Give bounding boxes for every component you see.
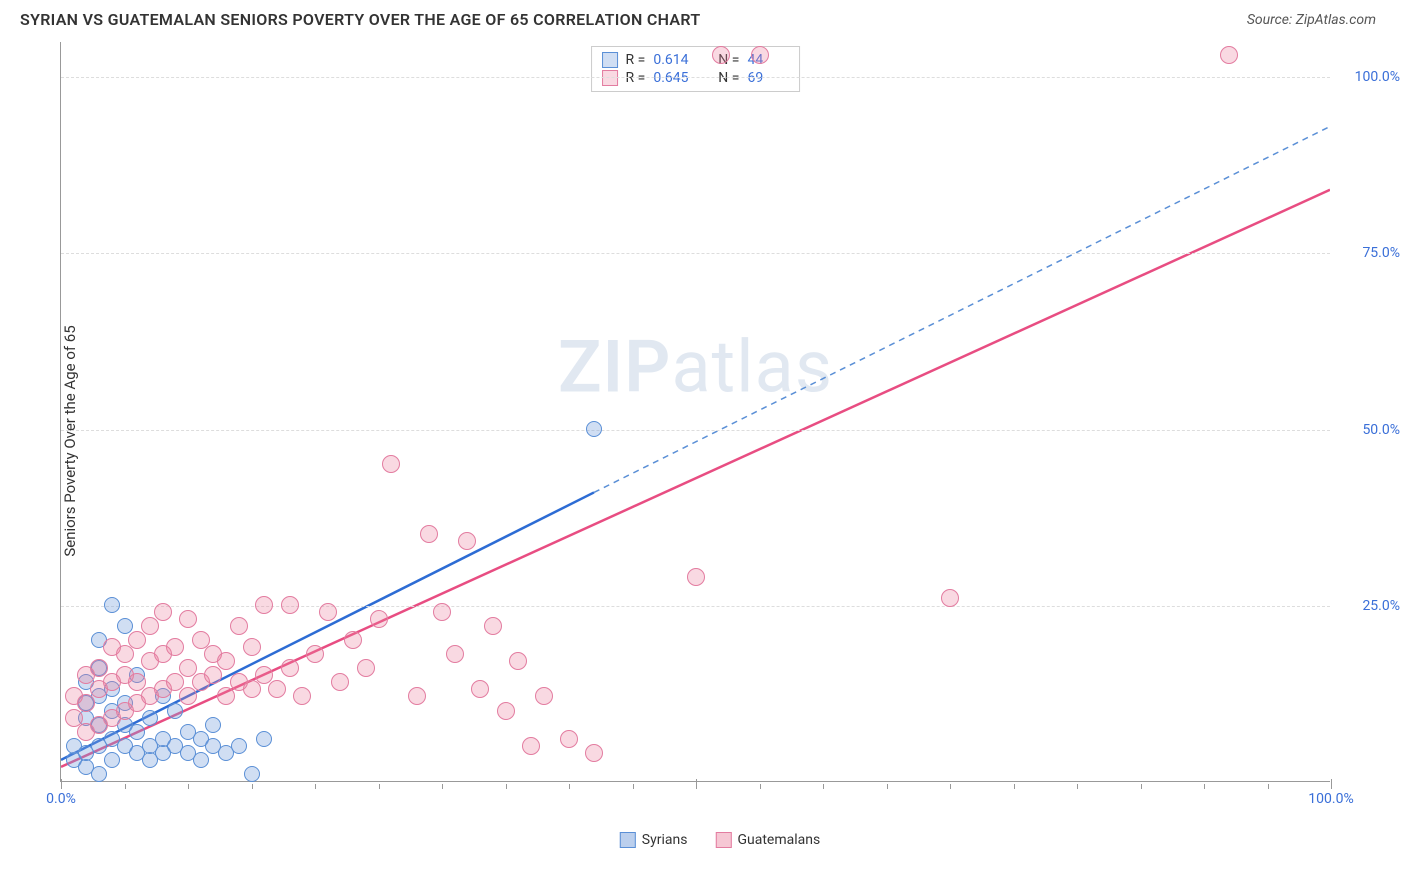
x-tick — [1141, 784, 1142, 789]
gridline — [61, 253, 1330, 254]
plot-area: ZIPatlas R = 0.614 N = 44R = 0.645 N = 6… — [60, 42, 1330, 782]
watermark: ZIPatlas — [558, 325, 833, 410]
data-point — [281, 596, 299, 614]
data-point — [751, 46, 769, 64]
x-tick — [379, 784, 380, 789]
data-point — [91, 766, 107, 782]
data-point — [179, 610, 197, 628]
x-tick — [188, 784, 189, 789]
data-point — [370, 610, 388, 628]
data-point — [408, 687, 426, 705]
data-point — [712, 46, 730, 64]
gridline — [61, 430, 1330, 431]
data-point — [142, 710, 158, 726]
data-point — [585, 744, 603, 762]
gridline — [61, 77, 1330, 78]
data-point — [458, 532, 476, 550]
correlation-legend: R = 0.614 N = 44R = 0.645 N = 69 — [591, 46, 801, 92]
x-tick — [633, 784, 634, 789]
legend-series-item: Guatemalans — [715, 832, 820, 848]
data-point — [268, 680, 286, 698]
data-point — [586, 421, 602, 437]
data-point — [166, 638, 184, 656]
data-point — [116, 645, 134, 663]
data-point — [231, 738, 247, 754]
data-point — [535, 687, 553, 705]
data-point — [941, 589, 959, 607]
chart-title: SYRIAN VS GUATEMALAN SENIORS POVERTY OVE… — [20, 10, 700, 29]
chart-container: Seniors Poverty Over the Age of 65 ZIPat… — [60, 42, 1380, 822]
data-point — [433, 603, 451, 621]
x-tick — [1268, 784, 1269, 789]
data-point — [204, 666, 222, 684]
x-tick — [125, 784, 126, 789]
series-legend: Syrians Guatemalans — [620, 832, 820, 848]
data-point — [179, 687, 197, 705]
x-tick-label: 100.0% — [1308, 791, 1353, 807]
x-tick — [1331, 779, 1332, 789]
gridline — [61, 606, 1330, 607]
data-point — [293, 687, 311, 705]
data-point — [217, 652, 235, 670]
x-tick — [760, 784, 761, 789]
data-point — [497, 702, 515, 720]
data-point — [331, 673, 349, 691]
data-point — [687, 568, 705, 586]
data-point — [217, 687, 235, 705]
data-point — [141, 617, 159, 635]
x-tick — [442, 784, 443, 789]
x-tick-label: 0.0% — [46, 791, 76, 807]
data-point — [522, 737, 540, 755]
data-point — [256, 731, 272, 747]
data-point — [509, 652, 527, 670]
data-point — [560, 730, 578, 748]
data-point — [167, 703, 183, 719]
data-point — [484, 617, 502, 635]
data-point — [193, 752, 209, 768]
data-point — [243, 638, 261, 656]
y-tick-label: 100.0% — [1340, 69, 1400, 85]
x-tick — [696, 779, 697, 789]
x-tick — [887, 784, 888, 789]
x-tick — [1014, 784, 1015, 789]
data-point — [255, 596, 273, 614]
data-point — [230, 617, 248, 635]
x-tick — [61, 779, 62, 789]
x-tick — [569, 784, 570, 789]
source-attribution: Source: ZipAtlas.com — [1247, 12, 1376, 28]
legend-series-item: Syrians — [620, 832, 688, 848]
data-point — [117, 618, 133, 634]
data-point — [344, 631, 362, 649]
data-point — [128, 631, 146, 649]
data-point — [319, 603, 337, 621]
data-point — [446, 645, 464, 663]
y-tick-label: 25.0% — [1340, 598, 1400, 614]
data-point — [154, 603, 172, 621]
x-tick — [1077, 784, 1078, 789]
data-point — [420, 525, 438, 543]
data-point — [205, 717, 221, 733]
data-point — [306, 645, 324, 663]
data-point — [243, 680, 261, 698]
data-point — [244, 766, 260, 782]
data-point — [357, 659, 375, 677]
x-tick — [823, 784, 824, 789]
data-point — [382, 455, 400, 473]
data-point — [104, 752, 120, 768]
x-tick — [315, 784, 316, 789]
data-point — [77, 694, 95, 712]
y-tick-label: 50.0% — [1340, 422, 1400, 438]
data-point — [1220, 46, 1238, 64]
data-point — [104, 597, 120, 613]
x-tick — [1204, 784, 1205, 789]
data-point — [471, 680, 489, 698]
data-point — [129, 724, 145, 740]
x-tick — [506, 784, 507, 789]
x-tick — [252, 784, 253, 789]
trend-lines — [61, 42, 1330, 781]
x-tick — [950, 784, 951, 789]
y-tick-label: 75.0% — [1340, 245, 1400, 261]
data-point — [281, 659, 299, 677]
